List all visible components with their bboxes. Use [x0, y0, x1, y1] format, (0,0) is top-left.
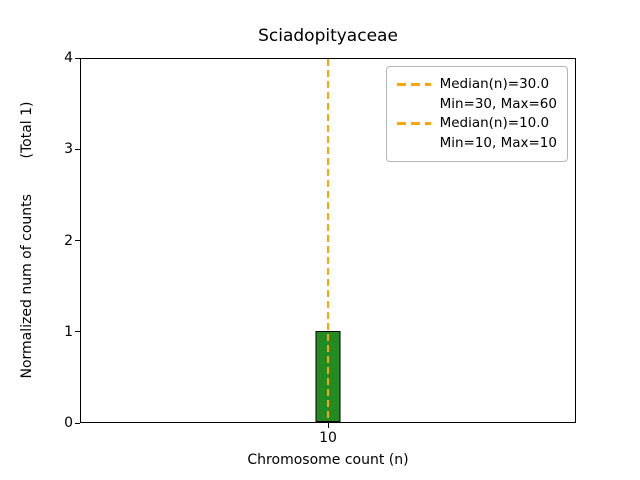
legend-label: Median(n)=30.0: [439, 76, 550, 92]
y-tick-mark: [75, 57, 80, 59]
x-tick-label: 10: [319, 430, 337, 446]
legend-entry: Median(n)=10.0: [396, 114, 557, 134]
y-tick-label: 1: [64, 323, 73, 340]
x-axis-label: Chromosome count (n): [247, 452, 409, 468]
legend-sublabel: Min=30, Max=60: [439, 95, 557, 112]
legend-entry: Median(n)=30.0: [396, 75, 557, 95]
y-tick-mark: [75, 422, 80, 424]
dashed-line-icon: [396, 122, 431, 126]
plot-area: Median(n)=30.0 Min=30, Max=60 Median(n)=…: [80, 58, 576, 423]
chart-title: Sciadopityaceae: [258, 26, 398, 46]
y-tick-mark: [75, 240, 80, 242]
y-tick-label: 4: [64, 50, 73, 66]
dashed-line-icon: [396, 83, 431, 87]
median-vline: [327, 59, 329, 422]
y-axis-label: Normalized num of counts (Total 1): [19, 101, 35, 379]
y-tick-mark: [75, 331, 80, 333]
y-tick-label: 0: [64, 415, 73, 431]
legend-label: Median(n)=10.0: [439, 115, 550, 132]
x-tick-mark: [327, 423, 329, 428]
y-tick-label: 3: [64, 141, 73, 158]
legend-sublabel: Min=10, Max=10: [439, 134, 557, 151]
y-tick-label: 2: [64, 232, 73, 249]
y-tick-mark: [75, 148, 80, 150]
legend: Median(n)=30.0 Min=30, Max=60 Median(n)=…: [385, 66, 568, 163]
